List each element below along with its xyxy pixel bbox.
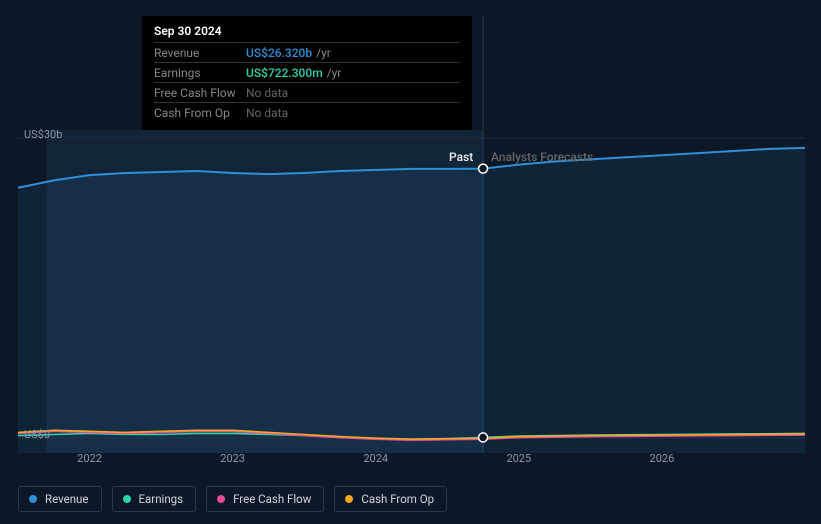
- tooltip-row-label: Revenue: [154, 46, 246, 60]
- legend-item-fcf[interactable]: Free Cash Flow: [206, 486, 324, 512]
- tooltip-row-suffix: /yr: [327, 66, 342, 80]
- tooltip-row-value: US$722.300m: [246, 66, 323, 80]
- tooltip-row: RevenueUS$26.320b/yr: [154, 42, 460, 62]
- y-axis-tick-label: US$30b: [24, 128, 62, 141]
- tooltip-title: Sep 30 2024: [154, 24, 460, 38]
- legend-item-label: Earnings: [139, 492, 184, 506]
- tooltip-row-value: No data: [246, 86, 288, 100]
- legend-dot-icon: [217, 495, 225, 503]
- tooltip-row-label: Earnings: [154, 66, 246, 80]
- legend-dot-icon: [345, 495, 353, 503]
- tooltip-row: Free Cash FlowNo data: [154, 82, 460, 102]
- x-axis-tick-label: 2024: [363, 452, 388, 465]
- tooltip-row-label: Cash From Op: [154, 106, 246, 120]
- tooltip-row-label: Free Cash Flow: [154, 86, 246, 100]
- chart-tooltip: Sep 30 2024 RevenueUS$26.320b/yrEarnings…: [142, 16, 472, 130]
- tooltip-row-value: US$26.320b: [246, 46, 312, 60]
- legend-item-label: Cash From Op: [361, 492, 434, 506]
- x-axis-tick-label: 2022: [77, 452, 102, 465]
- legend-dot-icon: [123, 495, 131, 503]
- tooltip-row: Cash From OpNo data: [154, 102, 460, 122]
- tooltip-row-suffix: /yr: [316, 46, 331, 60]
- legend-item-label: Revenue: [45, 492, 89, 506]
- legend-item-label: Free Cash Flow: [233, 492, 311, 506]
- y-axis-tick-label: US$0: [24, 428, 50, 441]
- tooltip-row-value: No data: [246, 106, 288, 120]
- tooltip-row: EarningsUS$722.300m/yr: [154, 62, 460, 82]
- legend-item-cfo[interactable]: Cash From Op: [334, 486, 447, 512]
- x-axis-tick-label: 2023: [220, 452, 245, 465]
- x-axis-tick-label: 2025: [506, 452, 531, 465]
- legend-item-revenue[interactable]: Revenue: [18, 486, 102, 512]
- legend-item-earnings[interactable]: Earnings: [112, 486, 197, 512]
- past-label: Past: [449, 150, 473, 164]
- x-axis-tick-label: 2026: [650, 452, 675, 465]
- legend-dot-icon: [29, 495, 37, 503]
- chart-legend: Revenue Earnings Free Cash Flow Cash From O…: [18, 486, 447, 512]
- earnings-revenue-chart[interactable]: US$30b US$0 2022 2023 2024 2025 2026 Past Ana…: [0, 0, 821, 524]
- forecast-label: Analysts Forecasts: [491, 150, 593, 164]
